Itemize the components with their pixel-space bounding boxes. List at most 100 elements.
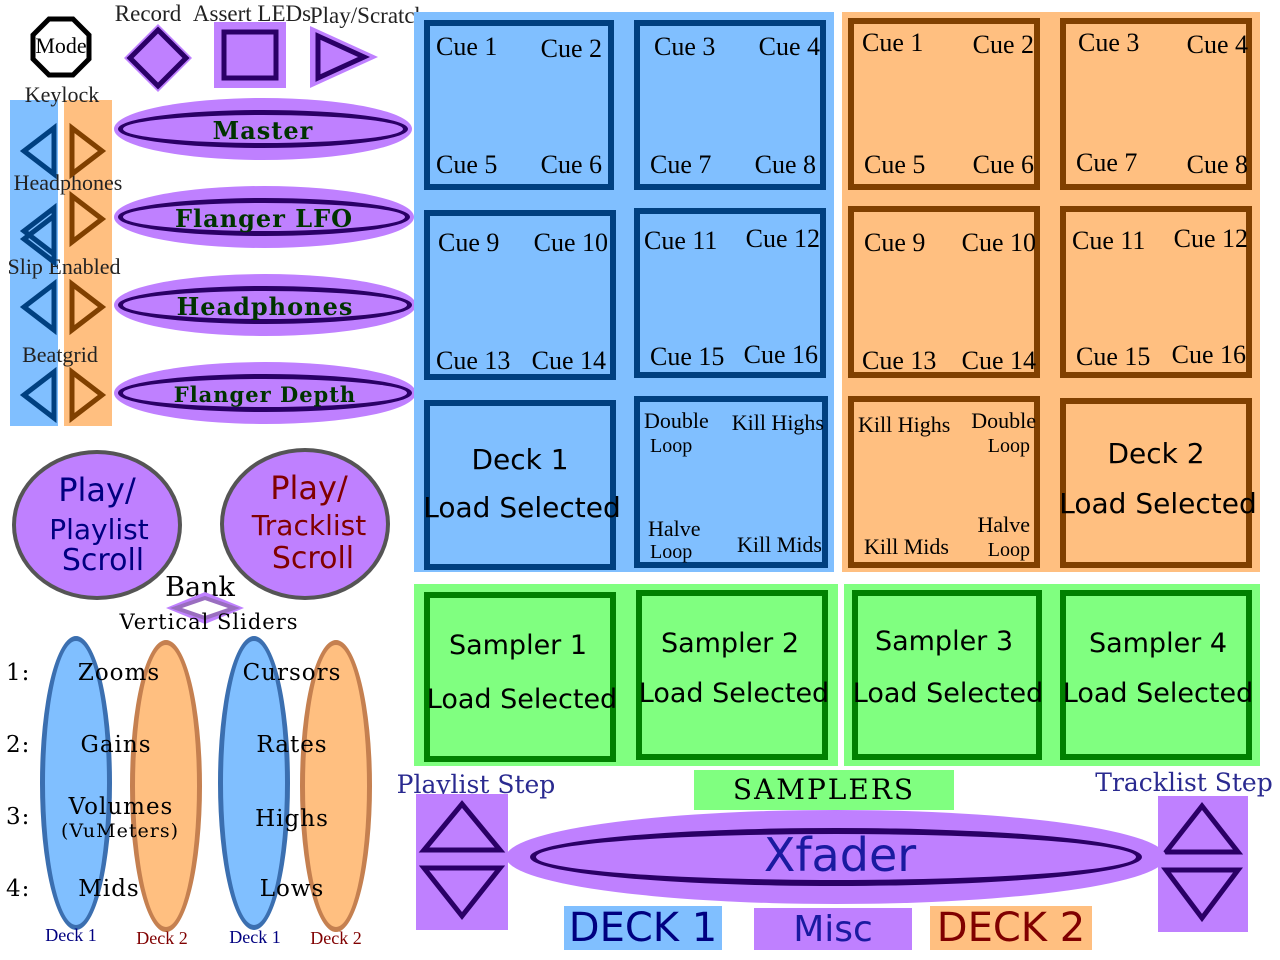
deck2-slider-a[interactable]: [130, 640, 202, 932]
assert-leds-button[interactable]: [214, 22, 286, 88]
slider-row4-num: 4:: [6, 876, 31, 902]
slider-a-deck1-label: Deck 1: [45, 925, 97, 945]
slider-mids: Mids: [78, 876, 140, 902]
slider-highs: Highs: [255, 806, 329, 832]
deck2-pad-4[interactable]: Cue 11 Cue 12 Cue 15 Cue 16: [1060, 206, 1252, 378]
sampler-2-action: Load Selected: [638, 678, 830, 709]
pad-label: Cue 1: [862, 28, 924, 57]
beatgrid-label: Beatgrid: [22, 342, 98, 367]
sampler-2-name: Sampler 2: [660, 628, 800, 659]
octagon-icon: [30, 16, 92, 78]
flanger-depth-label: Flanger Depth: [173, 382, 357, 407]
assert-leds-label: Assert LEDs: [192, 1, 312, 26]
pad-label: Cue 8: [754, 150, 816, 179]
tracklist-step-up-button: [1160, 801, 1244, 855]
deck1-pad-1[interactable]: Cue 1 Cue 2 Cue 5 Cue 6: [424, 20, 614, 190]
pad-label: Cue 11: [644, 226, 718, 255]
sampler-3-pad[interactable]: Sampler 3 Load Selected: [852, 590, 1044, 760]
pad-label: Cue 2: [540, 34, 602, 63]
keylock-deck1-left-icon: [19, 122, 57, 180]
slider-b-deck1-label: Deck 1: [229, 927, 281, 947]
samplers-label: SAMPLERS: [732, 773, 916, 806]
mode-button[interactable]: Mode: [30, 16, 92, 78]
slider-b-deck2-label: Deck 2: [310, 928, 362, 948]
sampler-4-pad[interactable]: Sampler 4 Load Selected: [1060, 590, 1254, 760]
flanger-depth-knob[interactable]: Flanger Depth: [114, 362, 416, 424]
pad-label: Loop: [987, 435, 1030, 457]
deck2-pad-1[interactable]: Cue 1 Cue 2 Cue 5 Cue 6: [848, 18, 1040, 190]
xfader[interactable]: Xfader: [506, 810, 1166, 904]
samplers-panel-right: [844, 584, 1260, 766]
deck2-pad-2[interactable]: Cue 3 Cue 4 Cue 7 Cue 8: [1060, 18, 1252, 190]
pad-label: Double: [971, 408, 1036, 433]
pad-label: Halve: [648, 516, 701, 541]
deck1-load-selected-pad[interactable]: Deck 1 Load Selected: [423, 400, 621, 570]
play-scratch-button[interactable]: [306, 24, 380, 90]
flanger-lfo-knob[interactable]: Flanger LFO: [114, 186, 414, 248]
deck1-pad-4[interactable]: Cue 11 Cue 12 Cue 15 Cue 16: [634, 208, 826, 378]
slider-row3-num: 3:: [6, 804, 31, 830]
slip-enabled-label: Slip Enabled: [7, 254, 121, 279]
slider-zooms: Zooms: [77, 660, 161, 686]
deck1-pad-2[interactable]: Cue 3 Cue 4 Cue 7 Cue 8: [634, 20, 826, 190]
pad-label: Cue 6: [972, 150, 1034, 179]
keylock-deck2-button: [69, 122, 107, 180]
deck1-jog-wheel[interactable]: Play/ Playlist Scroll: [12, 450, 182, 600]
pad-label: Kill Mids: [737, 532, 822, 557]
jog2-line3: Scroll: [271, 541, 355, 576]
jog2-line2: Tracklist: [251, 509, 367, 542]
pad-label: Cue 11: [1072, 226, 1146, 255]
deck2-pad-3[interactable]: Cue 9 Cue 10 Cue 13 Cue 14: [848, 206, 1040, 378]
pad-label: Cue 14: [531, 346, 606, 375]
deck2-jog-wheel[interactable]: Play/ Tracklist Scroll: [220, 448, 390, 600]
pad-label: Cue 2: [972, 30, 1034, 59]
deck2-fx-pad[interactable]: Kill Highs Double Loop Kill Mids Halve L…: [848, 396, 1040, 568]
deck1-legend: DECK 1: [564, 906, 722, 950]
headphones-knob-label: Headphones: [176, 292, 354, 321]
playlist-step-down-button: [418, 865, 506, 921]
pad-label: Loop: [650, 435, 693, 457]
deck2-load-line2: Load Selected: [1059, 487, 1257, 520]
sampler-1-pad[interactable]: Sampler 1 Load Selected: [424, 592, 618, 762]
jog1-line1: Play/: [58, 471, 136, 509]
deck2-panel: [842, 12, 1260, 572]
deck1-slider-b[interactable]: [218, 636, 290, 930]
vertical-sliders-title: Vertical Sliders: [119, 610, 299, 634]
record-label: Record: [114, 1, 182, 26]
sampler-2-pad[interactable]: Sampler 2 Load Selected: [636, 590, 830, 760]
pad-label: Cue 12: [745, 224, 820, 253]
master-knob[interactable]: Master: [114, 98, 412, 160]
xfader-label: Xfader: [763, 828, 917, 882]
deck2-legend-label: DECK 2: [936, 905, 1086, 951]
headphones-knob[interactable]: Headphones: [114, 274, 416, 336]
pad-label: Cue 10: [961, 228, 1036, 257]
beatgrid-deck2-button: [69, 366, 107, 424]
sampler-1-action: Load Selected: [426, 684, 618, 715]
deck2-slider-b[interactable]: [300, 640, 372, 932]
slider-row2-num: 2:: [6, 732, 31, 758]
pad-label: Double: [644, 408, 709, 433]
pad-label: Cue 4: [758, 32, 820, 61]
deck1-slider-a[interactable]: [40, 636, 112, 930]
deck2-load-selected-pad[interactable]: Deck 2 Load Selected: [1059, 398, 1257, 568]
bank-button[interactable]: [164, 590, 246, 626]
deck1-fx-pad[interactable]: Double Loop Kill Highs Halve Loop Kill M…: [634, 396, 828, 568]
sampler-4-action: Load Selected: [1062, 678, 1254, 709]
sampler-4-name: Sampler 4: [1088, 628, 1228, 659]
pad-label: Cue 16: [1171, 340, 1246, 369]
keylock-label: Keylock: [24, 82, 100, 107]
slider-gains: Gains: [80, 732, 152, 758]
deck1-pad-3[interactable]: Cue 9 Cue 10 Cue 13 Cue 14: [424, 210, 616, 380]
slip-deck2-button: [69, 278, 107, 336]
pad-label: Kill Mids: [864, 534, 949, 559]
jog1-line3: Scroll: [61, 543, 145, 578]
mode-label: Mode: [35, 33, 87, 58]
record-button[interactable]: [118, 20, 198, 96]
pad-label: Cue 3: [654, 32, 716, 61]
pad-label: Cue 10: [533, 228, 608, 257]
deck1-load-line2: Load Selected: [423, 491, 621, 524]
slider-cursors: Cursors: [242, 660, 342, 686]
pad-label: Cue 15: [1076, 342, 1151, 371]
sampler-3-action: Load Selected: [852, 678, 1044, 709]
tracklist-step-down-button: [1161, 867, 1243, 923]
